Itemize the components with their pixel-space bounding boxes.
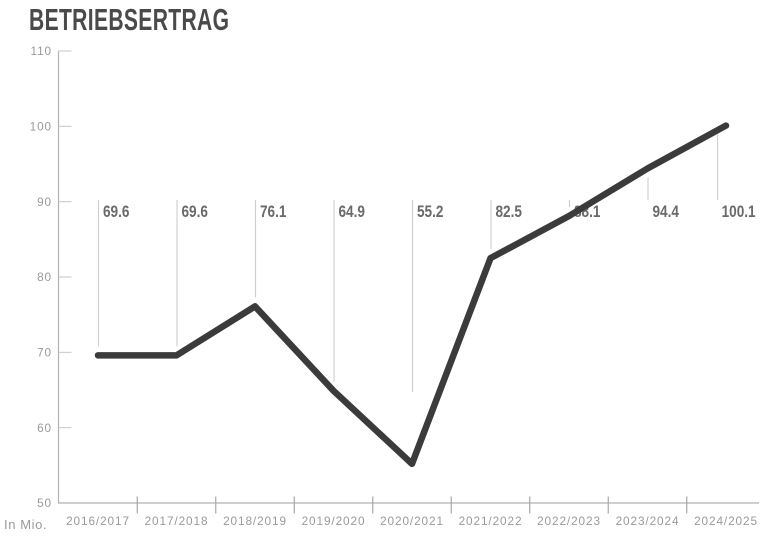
y-axis-tick-label: 110 — [30, 44, 52, 58]
y-axis-tick-label: 90 — [37, 195, 52, 209]
y-axis-tick-label: 70 — [37, 346, 52, 360]
x-axis-label: 2022/2023 — [537, 514, 601, 528]
y-axis-unit-label: In Mio. — [4, 517, 48, 532]
value-label: 69.6 — [182, 203, 208, 222]
y-axis-tick-label: 60 — [37, 421, 52, 435]
y-axis-tick-label: 50 — [37, 496, 52, 510]
x-axis-label: 2023/2024 — [616, 514, 680, 528]
y-axis-tick-label: 80 — [37, 270, 52, 284]
y-axis-tick-label: 100 — [30, 120, 52, 134]
value-label: 69.6 — [103, 203, 129, 222]
x-axis-label: 2016/2017 — [66, 514, 130, 528]
x-axis-label: 2017/2018 — [145, 514, 209, 528]
x-axis-label: 2021/2022 — [459, 514, 523, 528]
chart-title: BETRIEBSERTRAG — [29, 2, 230, 37]
x-axis-label: 2024/2025 — [694, 514, 758, 528]
x-axis-label: 2019/2020 — [302, 514, 366, 528]
value-label: 76.1 — [260, 203, 287, 222]
value-label: 82.5 — [496, 203, 523, 222]
value-label: 64.9 — [339, 203, 365, 222]
x-axis-label: 2018/2019 — [223, 514, 287, 528]
data-line — [94, 122, 730, 468]
x-axis-label: 2020/2021 — [380, 514, 444, 528]
value-label: 55.2 — [417, 203, 443, 222]
value-label: 94.4 — [653, 203, 680, 222]
value-label: 100.1 — [722, 203, 756, 222]
